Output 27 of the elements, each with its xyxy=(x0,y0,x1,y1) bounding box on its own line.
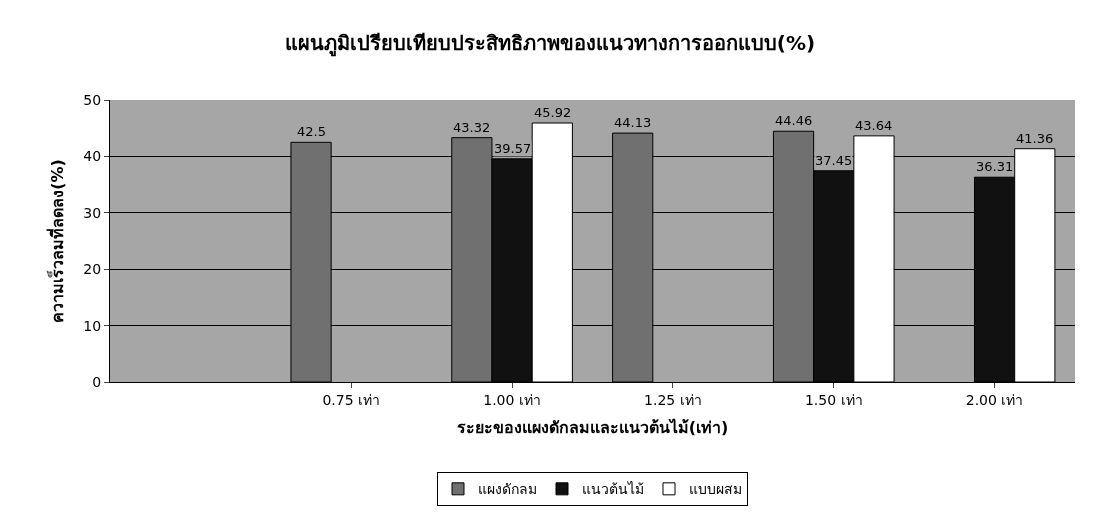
y-tick-label: 10 xyxy=(83,317,102,334)
data-label: 43.64 xyxy=(855,118,893,133)
chart-title: แผนภูมิเปรียบเทียบประสิทธิภาพของแนวทางการออกแบบ(%) xyxy=(284,31,816,58)
legend-label: แบบผสม xyxy=(689,481,742,498)
x-tick-label: 1.00 เท่า xyxy=(483,391,541,408)
data-label: 42.5 xyxy=(297,124,326,139)
data-label: 44.13 xyxy=(614,115,652,130)
x-tick-label: 2.00 เท่า xyxy=(965,391,1024,408)
y-tick-label: 0 xyxy=(92,373,102,390)
x-tick-label: 1.50 เท่า xyxy=(804,391,863,408)
data-label: 36.31 xyxy=(976,159,1014,174)
y-tick-label: 30 xyxy=(83,204,102,221)
data-label: 39.57 xyxy=(494,141,532,156)
y-tick-label: 20 xyxy=(83,261,102,278)
legend-label: แผงดักลม xyxy=(478,481,537,498)
data-label: 37.45 xyxy=(815,153,853,168)
x-tick-label: 1.25 เท่า xyxy=(644,391,702,408)
x-axis-title: ระยะของแผงดักลมและแนวต้นไม้(เท่า) xyxy=(456,418,729,438)
legend-label: แนวต้นไม้ xyxy=(582,481,644,498)
data-label: 43.32 xyxy=(453,120,491,135)
data-label: 41.36 xyxy=(1016,131,1054,146)
data-label: 44.46 xyxy=(775,113,813,128)
x-tick-label: 0.75 เท่า xyxy=(322,391,381,408)
y-tick-label: 40 xyxy=(83,148,102,165)
y-tick-label: 50 xyxy=(83,91,102,108)
y-axis-title: ความเร็วลมที่ลดลง(%) xyxy=(46,159,68,323)
data-label: 45.92 xyxy=(534,105,572,120)
